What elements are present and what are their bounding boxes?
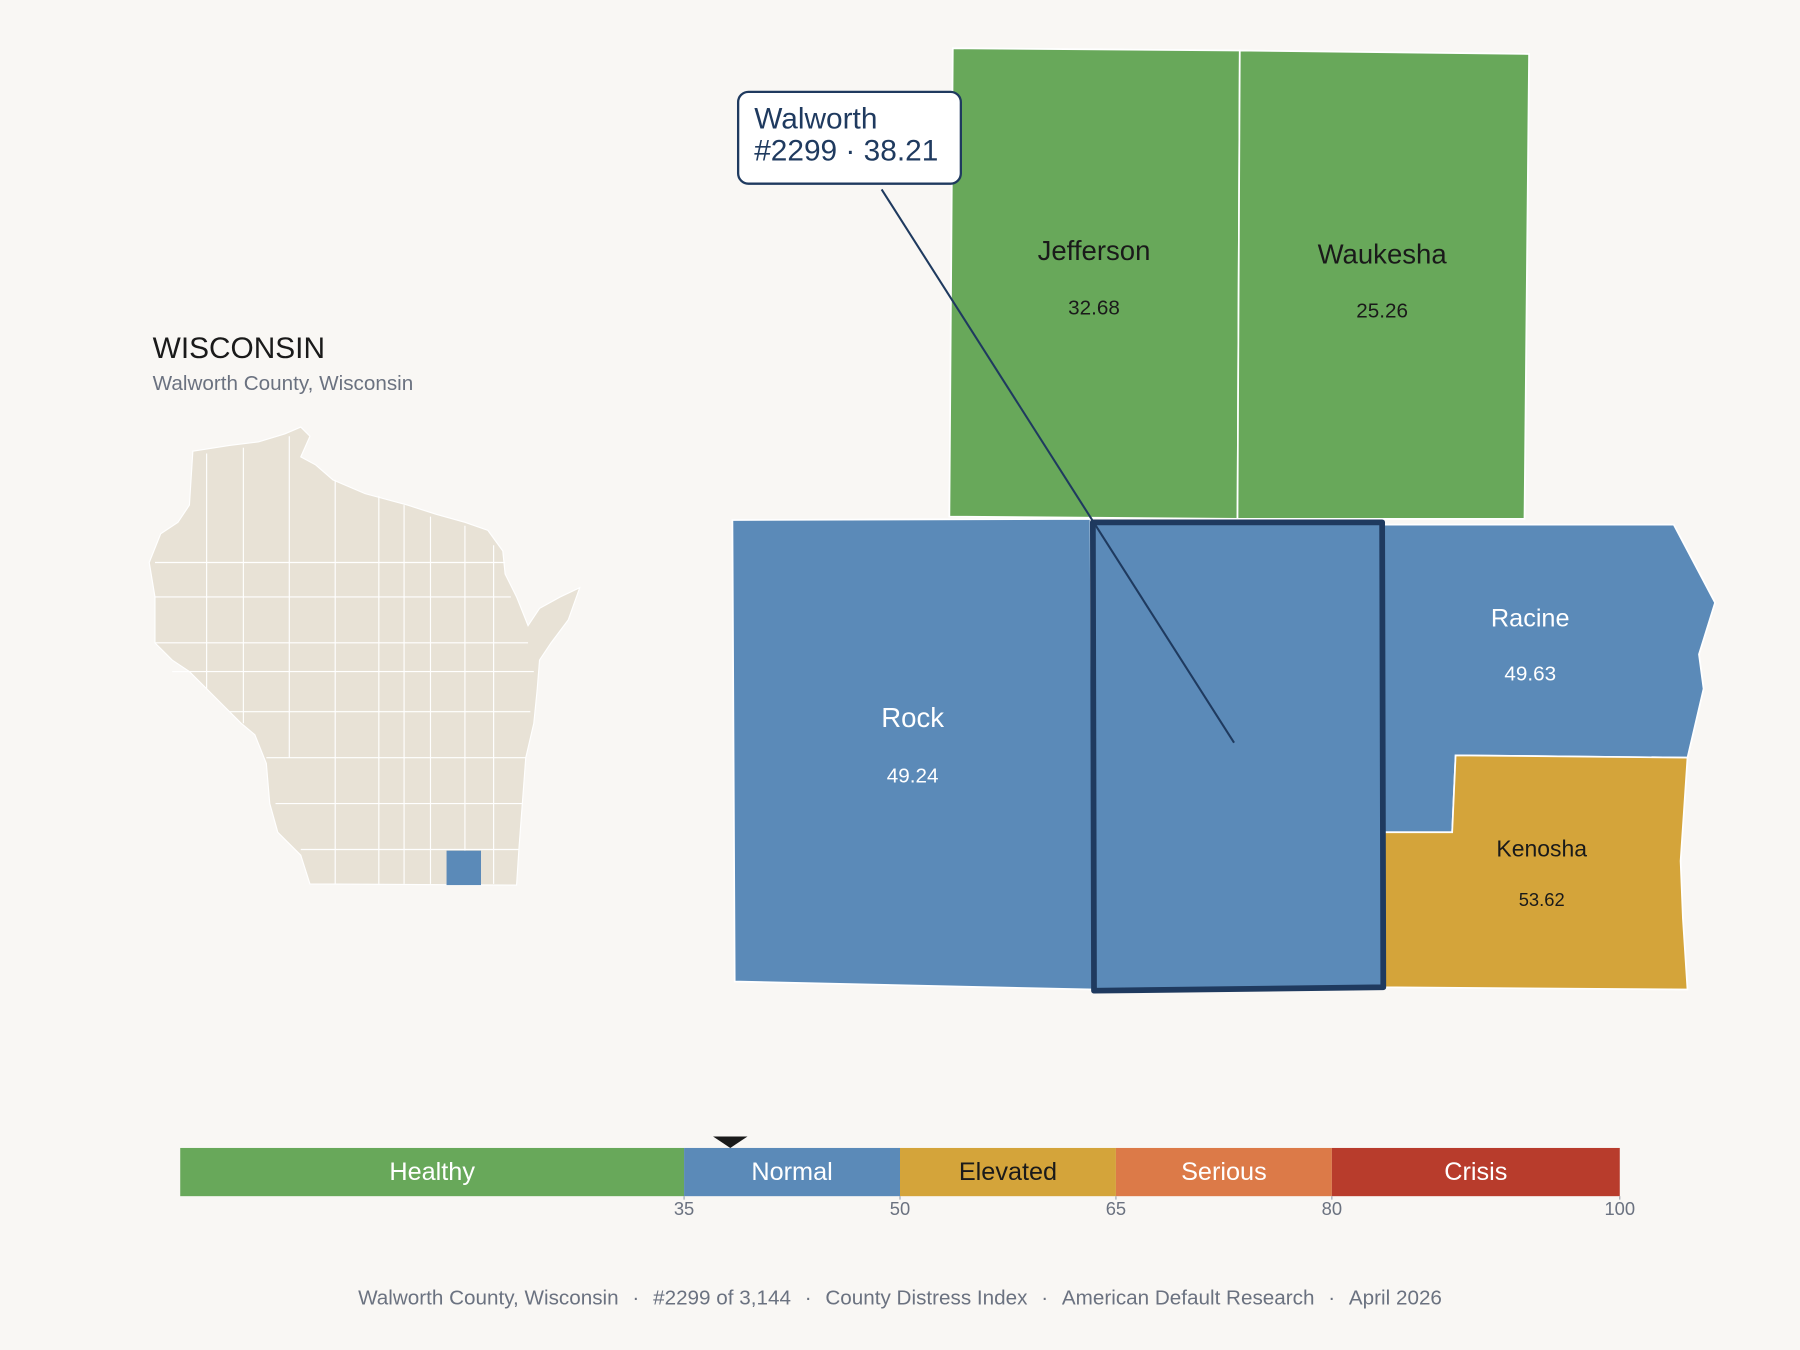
legend-segment [900,1147,1116,1197]
callout-name: Walworth [754,102,877,135]
selected-county-locator [446,850,481,886]
callout: Walworth #2299 · 38.21 [736,90,1235,744]
legend-segment [180,1147,685,1197]
legend-marker [713,1136,748,1148]
county-value: 25.26 [1356,300,1408,323]
footer-item: Walworth County, Wisconsin [358,1287,619,1310]
county[interactable] [1236,49,1530,520]
legend-tick-label: 80 [1322,1198,1342,1219]
callout-box [736,90,962,185]
county[interactable] [1382,754,1689,991]
county[interactable] [731,518,1094,991]
legend-segment [1331,1147,1620,1197]
county-labels: Jefferson 32.68 Waukesha 25.26 Rock 49.2… [881,235,1587,910]
county-value: 49.24 [887,765,939,788]
legend-tick-label: 50 [890,1198,910,1219]
legend-tick-label: 100 [1604,1198,1635,1219]
state-title: WISCONSIN [153,332,325,365]
footer-separator: · [805,1287,812,1310]
county-name: Jefferson [1038,235,1151,266]
subtitle: Walworth County, Wisconsin [153,372,414,395]
footer-item: April 2026 [1349,1287,1442,1310]
county-value: 32.68 [1068,296,1120,319]
state-locator [148,426,581,886]
legend-label: Serious [1181,1158,1267,1186]
callout-detail: #2299 · 38.21 [754,135,938,168]
county-name: Rock [881,702,944,733]
county-name: Waukesha [1318,238,1448,269]
footer-separator: · [632,1287,639,1310]
legend-tick-label: 35 [674,1198,694,1219]
state-shape [148,426,581,886]
legend: Healthy Normal Elevated Serious Crisis 35 50 65… [180,1136,1635,1219]
footer-item: #2299 of 3,144 [653,1287,791,1310]
footer: Walworth County, Wisconsin · #2299 of 3,14… [358,1287,1442,1310]
legend-label: Crisis [1444,1158,1507,1186]
footer-separator: · [1328,1287,1335,1310]
legend-tick-label: 65 [1106,1198,1126,1219]
callout-leader [880,188,1235,744]
legend-label: Normal [751,1158,832,1186]
footer-item: County Distress Index [825,1287,1028,1310]
county-value: 49.63 [1504,662,1556,685]
footer-separator: · [1041,1287,1048,1310]
legend-segment [1115,1147,1332,1197]
legend-segment [684,1147,900,1197]
legend-label: Elevated [959,1158,1057,1186]
legend-label: Healthy [389,1158,475,1186]
county-value: 53.62 [1519,889,1565,910]
county-name: Racine [1491,605,1570,633]
selected-county[interactable] [1089,519,1387,994]
county-lines [154,436,534,884]
county-name: Kenosha [1496,836,1587,862]
county-map [731,47,1716,994]
county[interactable] [948,47,1241,520]
footer-item: American Default Research [1062,1287,1315,1310]
